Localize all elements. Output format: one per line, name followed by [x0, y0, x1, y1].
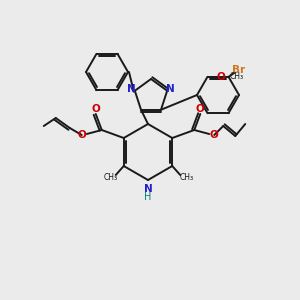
Text: O: O: [77, 130, 86, 140]
Text: N: N: [128, 84, 136, 94]
Text: H: H: [144, 192, 152, 202]
Text: CH₃: CH₃: [230, 72, 244, 81]
Text: Br: Br: [232, 65, 245, 75]
Text: O: O: [196, 104, 205, 114]
Text: N: N: [144, 184, 152, 194]
Text: O: O: [216, 72, 225, 82]
Text: CH₃: CH₃: [104, 173, 118, 182]
Text: CH₃: CH₃: [179, 173, 193, 182]
Text: O: O: [210, 130, 219, 140]
Text: O: O: [92, 104, 100, 114]
Text: N: N: [166, 84, 175, 94]
